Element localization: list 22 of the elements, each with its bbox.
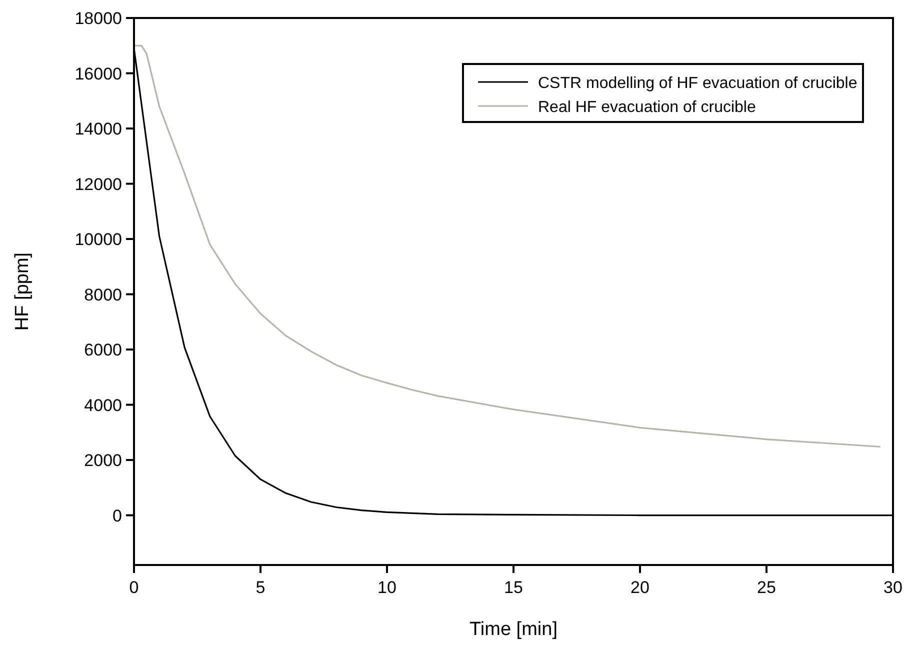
legend-label: CSTR modelling of HF evacuation of crucible [538, 75, 858, 92]
y-tick-label: 0 [112, 506, 122, 526]
y-tick-label: 2000 [84, 451, 122, 470]
line-series [133, 44, 882, 448]
y-tick-label: 14000 [74, 120, 122, 139]
y-tick-label: 18000 [74, 9, 122, 28]
y-tick-label: 4000 [84, 396, 122, 415]
y-tick-label: 12000 [74, 174, 122, 194]
x-tick-label: 30 [884, 578, 902, 597]
x-tick-label: 10 [378, 578, 396, 597]
legend-label: Real HF evacuation of crucible [538, 99, 756, 116]
y-tick-label: 8000 [84, 285, 122, 304]
x-tick-label: 15 [504, 578, 523, 597]
y-axis-title: HF [ppm] [12, 252, 33, 331]
x-axis-title: Time [min] [470, 619, 558, 640]
y-tick-label: 10000 [74, 230, 122, 250]
x-tick-label: 0 [129, 578, 139, 597]
x-tick-label: 20 [630, 578, 650, 597]
x-tick-label: 25 [757, 578, 776, 597]
y-tick-label: 16000 [74, 64, 122, 84]
x-tick-label: 5 [256, 578, 266, 597]
y-tick-label: 6000 [84, 340, 122, 360]
